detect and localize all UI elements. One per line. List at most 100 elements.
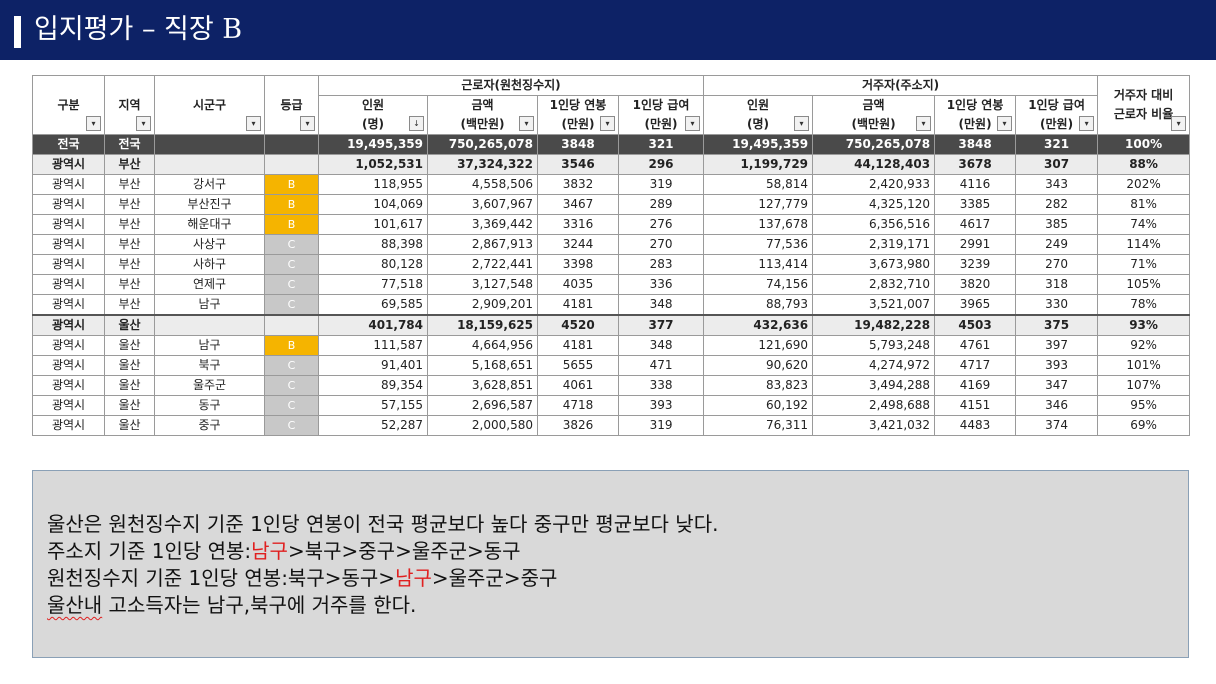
cell-worker-monthly: 338: [617, 375, 705, 396]
filter-dropdown-icon[interactable]: ▾: [1171, 116, 1187, 131]
cell-resident-monthly: 270: [1015, 254, 1099, 275]
header-worker-monthly[interactable]: 1인당 급여 (만원) ▾: [617, 95, 705, 135]
cell-worker-annual: 3244: [537, 234, 619, 255]
cell-worker-annual: 4035: [537, 274, 619, 295]
header-resident-amount[interactable]: 금액 (백만원) ▾: [812, 95, 936, 135]
cell-resident-monthly: 249: [1015, 234, 1099, 255]
filter-dropdown-icon[interactable]: ▾: [685, 116, 701, 131]
highlighted-district: 남구: [251, 539, 288, 563]
cell-region: 울산: [104, 335, 155, 356]
cell-grade: C: [264, 274, 319, 295]
table-row: 광역시 부산 연제구 C 77,518 3,127,548 4035 336 74,156 2,8…: [32, 274, 1191, 295]
filter-dropdown-icon[interactable]: ▾: [916, 116, 932, 131]
cell-grade: C: [264, 415, 319, 436]
filter-dropdown-icon[interactable]: ▾: [794, 116, 810, 131]
header-group-residents: 거주자(주소지): [703, 75, 1099, 96]
cell-ratio: 100%: [1097, 134, 1191, 155]
filter-dropdown-icon[interactable]: ▾: [300, 116, 315, 131]
filter-dropdown-icon[interactable]: ▾: [600, 116, 615, 131]
cell-resident-people: 19,495,359: [703, 134, 814, 155]
cell-resident-monthly: 347: [1015, 375, 1099, 396]
note-line: 울산내 고소득자는 남구,북구에 거주를 한다.: [47, 592, 718, 619]
cell-worker-people: 57,155: [318, 395, 428, 416]
filter-dropdown-icon[interactable]: ▾: [136, 116, 151, 131]
header-worker-amount[interactable]: 금액 (백만원) ▾: [427, 95, 538, 135]
cell-worker-monthly: 348: [617, 294, 705, 316]
cell-district: 북구: [154, 355, 265, 376]
cell-resident-people: 127,779: [703, 194, 814, 215]
cell-resident-people: 83,823: [703, 375, 814, 396]
cell-worker-annual: 5655: [537, 355, 619, 376]
cell-resident-annual: 3965: [934, 294, 1017, 316]
header-worker-annual[interactable]: 1인당 연봉 (만원) ▾: [537, 95, 619, 135]
cell-resident-people: 60,192: [703, 395, 814, 416]
cell-resident-people: 121,690: [703, 335, 814, 356]
filter-dropdown-icon[interactable]: ▾: [246, 116, 261, 131]
cell-resident-monthly: 346: [1015, 395, 1099, 416]
filter-dropdown-icon[interactable]: ▾: [519, 116, 534, 131]
cell-worker-annual: 3316: [537, 214, 619, 235]
note-text: 고소득자는 남구,북구에 거주를 한다.: [102, 593, 417, 617]
header-grade[interactable]: 등급 ▾: [264, 75, 319, 135]
cell-region-type: 광역시: [32, 194, 105, 215]
cell-worker-monthly: 319: [617, 174, 705, 195]
header-region-type[interactable]: 구분 ▾: [32, 75, 105, 135]
filter-dropdown-icon[interactable]: ▾: [997, 116, 1013, 131]
cell-ratio: 95%: [1097, 395, 1191, 416]
cell-ratio: 88%: [1097, 154, 1191, 175]
header-resident-monthly[interactable]: 1인당 급여 (만원) ▾: [1015, 95, 1099, 135]
filter-dropdown-icon[interactable]: ▾: [1079, 116, 1095, 131]
cell-grade: [264, 134, 319, 155]
header-resident-people[interactable]: 인원 (명) ▾: [703, 95, 814, 135]
cell-resident-amount: 6,356,516: [812, 214, 936, 235]
cell-district: 부산진구: [154, 194, 265, 215]
cell-worker-amount: 37,324,322: [427, 154, 538, 175]
header-worker-people[interactable]: 인원 (명) ↓: [318, 95, 428, 135]
cell-resident-amount: 2,498,688: [812, 395, 936, 416]
cell-resident-people: 1,199,729: [703, 154, 814, 175]
cell-region-type: 광역시: [32, 254, 105, 275]
cell-resident-annual: 3239: [934, 254, 1017, 275]
cell-worker-annual: 3848: [537, 134, 619, 155]
cell-resident-monthly: 393: [1015, 355, 1099, 376]
cell-resident-amount: 3,673,980: [812, 254, 936, 275]
sort-descending-icon[interactable]: ↓: [409, 116, 424, 131]
cell-resident-annual: 3385: [934, 194, 1017, 215]
cell-grade: [264, 314, 319, 336]
header-ratio[interactable]: 거주자 대비 근로자 비율 ▾: [1097, 75, 1191, 135]
filter-dropdown-icon[interactable]: ▾: [86, 116, 101, 131]
cell-worker-people: 77,518: [318, 274, 428, 295]
note-text: 원천징수지 기준 1인당 연봉:북구>동구>: [47, 566, 396, 590]
cell-resident-monthly: 374: [1015, 415, 1099, 436]
header-district[interactable]: 시군구 ▾: [154, 75, 265, 135]
cell-resident-annual: 4116: [934, 174, 1017, 195]
cell-resident-monthly: 307: [1015, 154, 1099, 175]
cell-worker-amount: 4,558,506: [427, 174, 538, 195]
cell-worker-annual: 4061: [537, 375, 619, 396]
cell-resident-people: 76,311: [703, 415, 814, 436]
cell-resident-people: 74,156: [703, 274, 814, 295]
cell-ratio: 92%: [1097, 335, 1191, 356]
cell-worker-amount: 4,664,956: [427, 335, 538, 356]
location-evaluation-table: 구분 ▾ 지역 ▾ 시군구 ▾ 등급 ▾ 근로자(원천징수지) 거주자(주소지) 거주자…: [32, 75, 1191, 436]
cell-ratio: 71%: [1097, 254, 1191, 275]
cell-region-type: 광역시: [32, 355, 105, 376]
cell-worker-annual: 3832: [537, 174, 619, 195]
header-region[interactable]: 지역 ▾: [104, 75, 155, 135]
cell-resident-annual: 3848: [934, 134, 1017, 155]
national-total-row: 전국 전국 19,495,359 750,265,078 3848 321 19,495,3…: [32, 134, 1191, 155]
cell-worker-monthly: 377: [617, 314, 705, 336]
cell-region-type: 광역시: [32, 395, 105, 416]
summary-note-text: 울산은 원천징수지 기준 1인당 연봉이 전국 평균보다 높다 중구만 평균보다…: [47, 511, 718, 619]
cell-worker-people: 118,955: [318, 174, 428, 195]
cell-district: 동구: [154, 395, 265, 416]
cell-grade: C: [264, 254, 319, 275]
note-text: 울산내: [47, 593, 103, 617]
table-row: 광역시 울산 북구 C 91,401 5,168,651 5655 471 90,620 4,27…: [32, 355, 1191, 376]
cell-worker-people: 401,784: [318, 314, 428, 336]
cell-ratio: 101%: [1097, 355, 1191, 376]
cell-worker-monthly: 276: [617, 214, 705, 235]
cell-resident-annual: 2991: [934, 234, 1017, 255]
header-resident-annual[interactable]: 1인당 연봉 (만원) ▾: [934, 95, 1017, 135]
cell-region: 울산: [104, 375, 155, 396]
